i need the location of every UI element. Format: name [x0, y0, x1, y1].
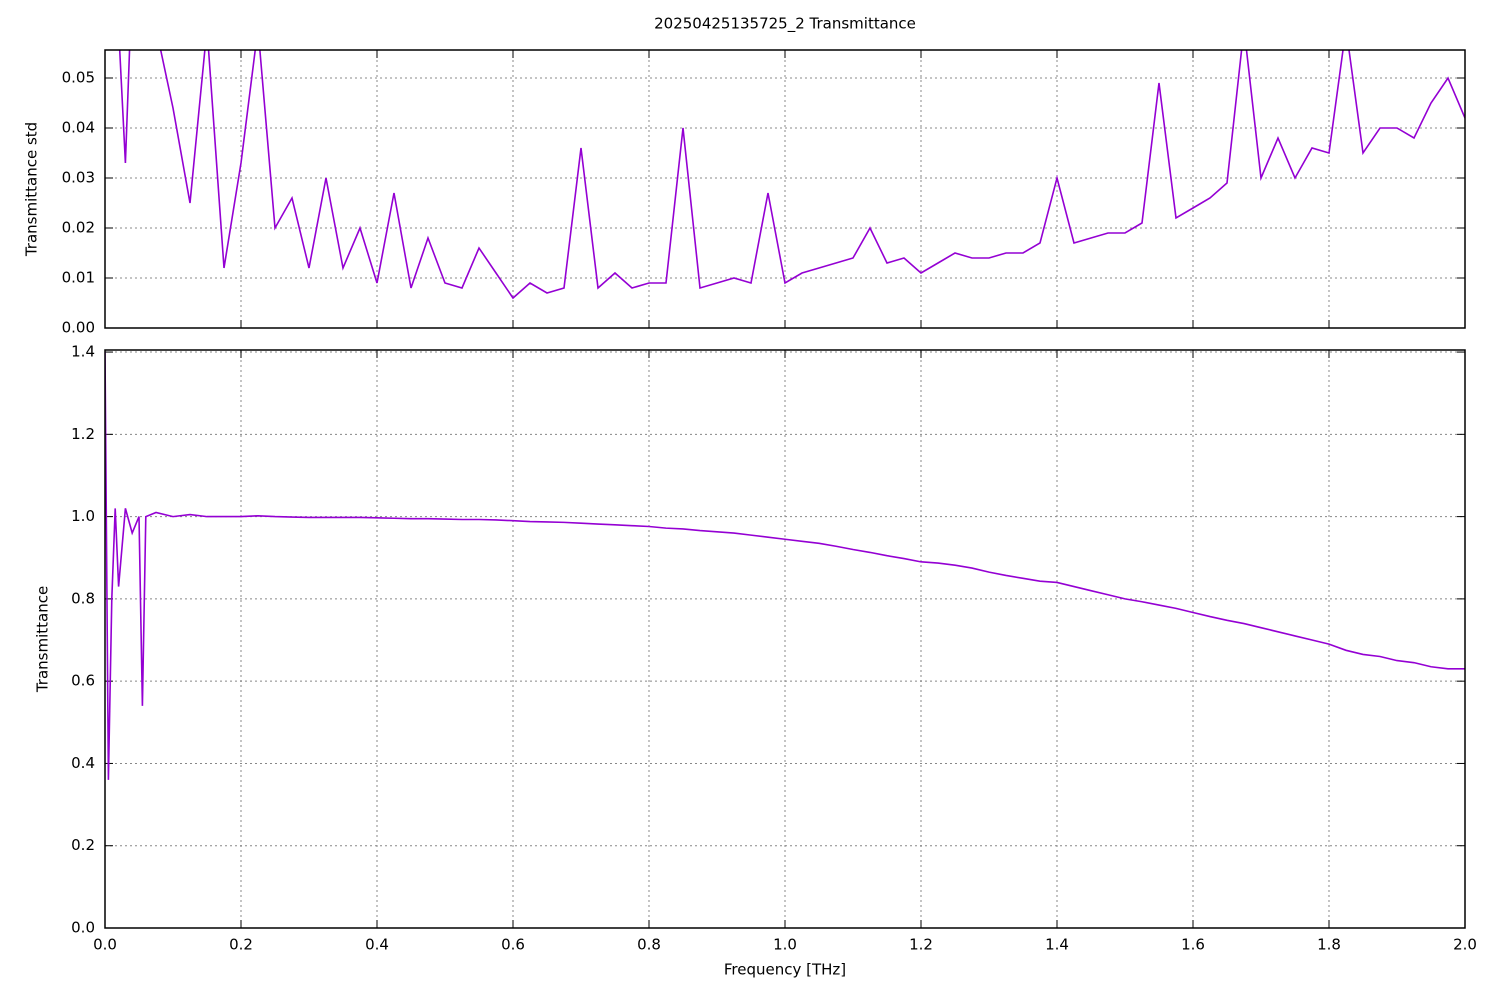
x-tick-label: 1.8: [1317, 936, 1341, 954]
figure-title: 20250425135725_2 Transmittance: [654, 15, 916, 34]
x-tick-label: 1.0: [773, 936, 797, 954]
x-tick-label: 1.6: [1181, 936, 1205, 954]
y-tick-label: 0.03: [62, 169, 95, 187]
x-tick-label: 2.0: [1453, 936, 1477, 954]
y-tick-label: 0.00: [62, 319, 95, 337]
x-tick-label: 1.4: [1045, 936, 1069, 954]
data-line: [105, 352, 1465, 780]
y-tick-label: 1.2: [71, 425, 95, 443]
y-tick-label: 0.0: [71, 919, 95, 937]
y-tick-label: 0.2: [71, 836, 95, 854]
y-tick-label: 0.05: [62, 69, 95, 87]
y-tick-label: 0.01: [62, 269, 95, 287]
x-tick-label: 0.2: [229, 936, 253, 954]
plot-frame: [104, 49, 1466, 329]
y-tick-label: 0.6: [71, 672, 95, 690]
y-tick-label: 1.0: [71, 507, 95, 525]
y-axis-label: Transmittance: [34, 586, 52, 693]
y-tick-label: 0.02: [62, 219, 95, 237]
y-tick-label: 1.4: [71, 343, 95, 361]
y-axis-label: Transmittance std: [23, 122, 41, 257]
plot-frame: [104, 349, 1466, 929]
x-tick-label: 0.6: [501, 936, 525, 954]
x-tick-label: 0.4: [365, 936, 389, 954]
y-tick-label: 0.04: [62, 119, 95, 137]
x-axis-label: Frequency [THz]: [724, 961, 846, 979]
y-tick-label: 0.8: [71, 589, 95, 607]
x-tick-label: 0.8: [637, 936, 661, 954]
x-tick-label: 0.0: [93, 936, 117, 954]
y-tick-label: 0.4: [71, 754, 95, 772]
x-tick-label: 1.2: [909, 936, 933, 954]
data-line: [118, 50, 1465, 300]
